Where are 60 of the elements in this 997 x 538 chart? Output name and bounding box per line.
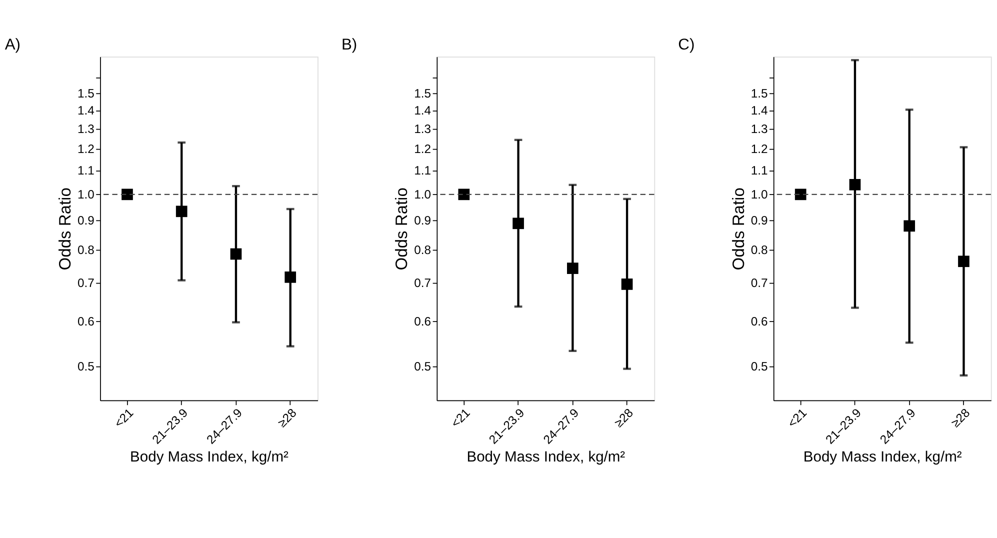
- y-tick-label: 1.1: [750, 164, 768, 178]
- point: [904, 220, 916, 232]
- y-axis-title: Odds Ratio: [392, 188, 412, 270]
- y-tick-label: 0.8: [750, 242, 768, 257]
- point: [122, 188, 133, 200]
- y-tick-label: 1.0: [750, 187, 768, 202]
- y-tick-label: 1.3: [414, 122, 432, 136]
- y-tick-label: 0.9: [750, 214, 768, 228]
- y-tick-label: 1.4: [414, 104, 432, 118]
- y-tick-label: 0.8: [77, 242, 95, 257]
- point: [958, 256, 970, 268]
- x-tick-label: ≥28: [612, 406, 636, 430]
- y-tick-label: 0.6: [750, 314, 768, 328]
- y-tick-label: 1.1: [77, 164, 95, 178]
- point: [458, 188, 470, 200]
- y-tick-label: 1.5: [750, 86, 768, 100]
- y-tick-label: 1.1: [414, 164, 432, 178]
- y-tick-label: 1.4: [750, 104, 768, 118]
- point: [176, 206, 188, 218]
- y-axis-title: Odds Ratio: [56, 188, 74, 270]
- y-tick-label: 1.5: [414, 86, 432, 100]
- y-axis-title: Odds Ratio: [728, 188, 748, 270]
- chart-title: C): [678, 36, 695, 54]
- y-tick-label: 0.6: [77, 314, 95, 328]
- point: [566, 262, 578, 274]
- y-tick-label: 1.2: [414, 142, 432, 156]
- chart-title: B): [342, 36, 358, 54]
- x-axis-title: Body Mass Index, kg/m²: [130, 449, 288, 466]
- point: [794, 188, 806, 200]
- y-tick-label: 1.0: [414, 187, 432, 202]
- x-axis-title: Body Mass Index, kg/m²: [466, 449, 626, 466]
- y-tick-label: 0.7: [414, 276, 432, 290]
- point: [621, 278, 633, 290]
- y-tick-label: 1.5: [77, 86, 95, 100]
- point: [230, 248, 242, 260]
- point: [284, 271, 296, 283]
- chart-title: A): [4, 36, 20, 54]
- x-axis-title: Body Mass Index, kg/m²: [803, 449, 962, 466]
- y-tick-label: 0.9: [414, 214, 432, 228]
- x-tick-label: <21: [785, 406, 810, 430]
- x-tick-label: ≥28: [275, 406, 300, 430]
- y-tick-label: 1.0: [77, 187, 95, 202]
- y-tick-label: 1.2: [750, 142, 768, 156]
- point: [512, 218, 524, 230]
- y-tick-label: 0.5: [750, 360, 768, 374]
- y-tick-label: 1.3: [750, 122, 768, 136]
- y-tick-label: 0.7: [77, 276, 95, 290]
- x-tick-label: <21: [448, 406, 473, 430]
- y-tick-label: 0.7: [750, 276, 768, 290]
- y-tick-label: 0.9: [77, 214, 95, 228]
- y-tick-label: 0.8: [414, 242, 432, 257]
- y-tick-label: 1.4: [77, 104, 95, 118]
- x-tick-label: ≥28: [948, 406, 973, 430]
- y-tick-label: 0.5: [77, 360, 95, 374]
- y-tick-label: 0.5: [414, 360, 432, 374]
- x-tick-label: <21: [112, 406, 136, 430]
- y-tick-label: 1.3: [77, 122, 95, 136]
- y-tick-label: 0.6: [414, 314, 432, 328]
- point: [849, 179, 861, 190]
- y-tick-label: 1.2: [77, 142, 95, 156]
